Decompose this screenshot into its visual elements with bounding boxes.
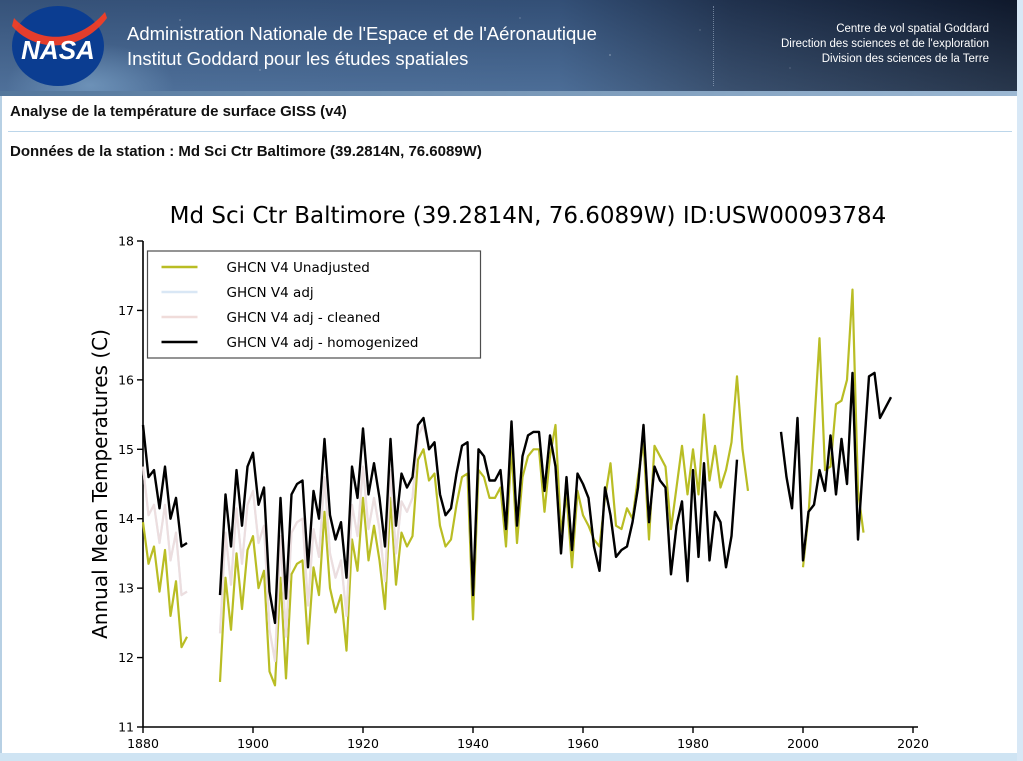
page-left-edge	[0, 96, 2, 761]
series-line-ghcn-v4-unadjusted	[141, 288, 865, 687]
title-rule	[8, 131, 1012, 132]
page-right-edge[interactable]	[1017, 0, 1023, 761]
chart-series-lines	[141, 288, 893, 687]
nasa-logo-swoosh	[12, 12, 107, 46]
axis-spines	[142, 241, 918, 728]
page-title: Analyse de la température de surface GIS…	[10, 103, 347, 120]
chart-axes: 11 12 13 14 15 16 17 18 1880 1900 1920 1940 1960 1980…	[118, 234, 929, 752]
org-line1: Centre de vol spatial Goddard	[836, 23, 989, 35]
y-tick-label: 11	[118, 720, 134, 735]
y-tick-label: 13	[118, 581, 134, 596]
y-tick-label: 14	[118, 511, 134, 526]
x-tick-label: 2000	[787, 736, 819, 751]
org-block: Centre de vol spatial Goddard Direction …	[781, 22, 989, 67]
y-tick-label: 18	[118, 234, 134, 249]
nasa-logo-text: NASA	[21, 35, 95, 65]
x-tick-label: 2020	[897, 736, 929, 751]
series-line-ghcn-v4-adj-homogenized	[141, 371, 893, 625]
agency-line2: Institut Goddard pour les études spatial…	[127, 48, 469, 69]
station-data-title: Données de la station : Md Sci Ctr Balti…	[10, 143, 482, 160]
nasa-logo[interactable]: NASA	[8, 4, 108, 88]
chart-title: Md Sci Ctr Baltimore (39.2814N, 76.6089W…	[170, 203, 887, 229]
footer-bar	[0, 753, 1017, 761]
x-tick-label: 1920	[347, 736, 379, 751]
legend-label-4: GHCN V4 adj - homogenized	[227, 335, 419, 351]
header-banner: NASA Administration Nationale de l'Espac…	[0, 0, 1017, 91]
org-line2: Direction des sciences et de l'explorati…	[780, 38, 989, 50]
header-separator	[713, 6, 714, 86]
y-tick-label: 16	[118, 372, 134, 387]
chart-legend: GHCN V4 Unadjusted GHCN V4 adj GHCN V4 adj…	[146, 250, 482, 359]
y-tick-label: 17	[118, 303, 134, 318]
legend-label-2: GHCN V4 adj	[227, 285, 314, 301]
legend-label-1: GHCN V4 Unadjusted	[227, 260, 370, 276]
x-tick-label: 1900	[237, 736, 269, 751]
x-tick-label: 1940	[457, 736, 489, 751]
x-tick-label: 1960	[567, 736, 599, 751]
x-tick-label: 1980	[677, 736, 709, 751]
org-line3: Division des sciences de la Terre	[821, 53, 989, 65]
chart-y-axis-label: Annual Mean Temperatures (C)	[88, 329, 112, 639]
agency-line1: Administration Nationale de l'Espace et …	[127, 23, 597, 44]
header-bottom-strip	[0, 91, 1017, 96]
nasa-logo-circle	[12, 6, 104, 86]
agency-title: Administration Nationale de l'Espace et …	[127, 21, 597, 71]
legend-box	[146, 250, 482, 359]
temperature-chart: Md Sci Ctr Baltimore (39.2814N, 76.6089W…	[88, 203, 929, 752]
y-tick-label: 15	[118, 442, 134, 457]
x-tick-label: 1880	[127, 736, 159, 751]
legend-label-3: GHCN V4 adj - cleaned	[227, 310, 381, 326]
y-tick-label: 12	[118, 650, 134, 665]
